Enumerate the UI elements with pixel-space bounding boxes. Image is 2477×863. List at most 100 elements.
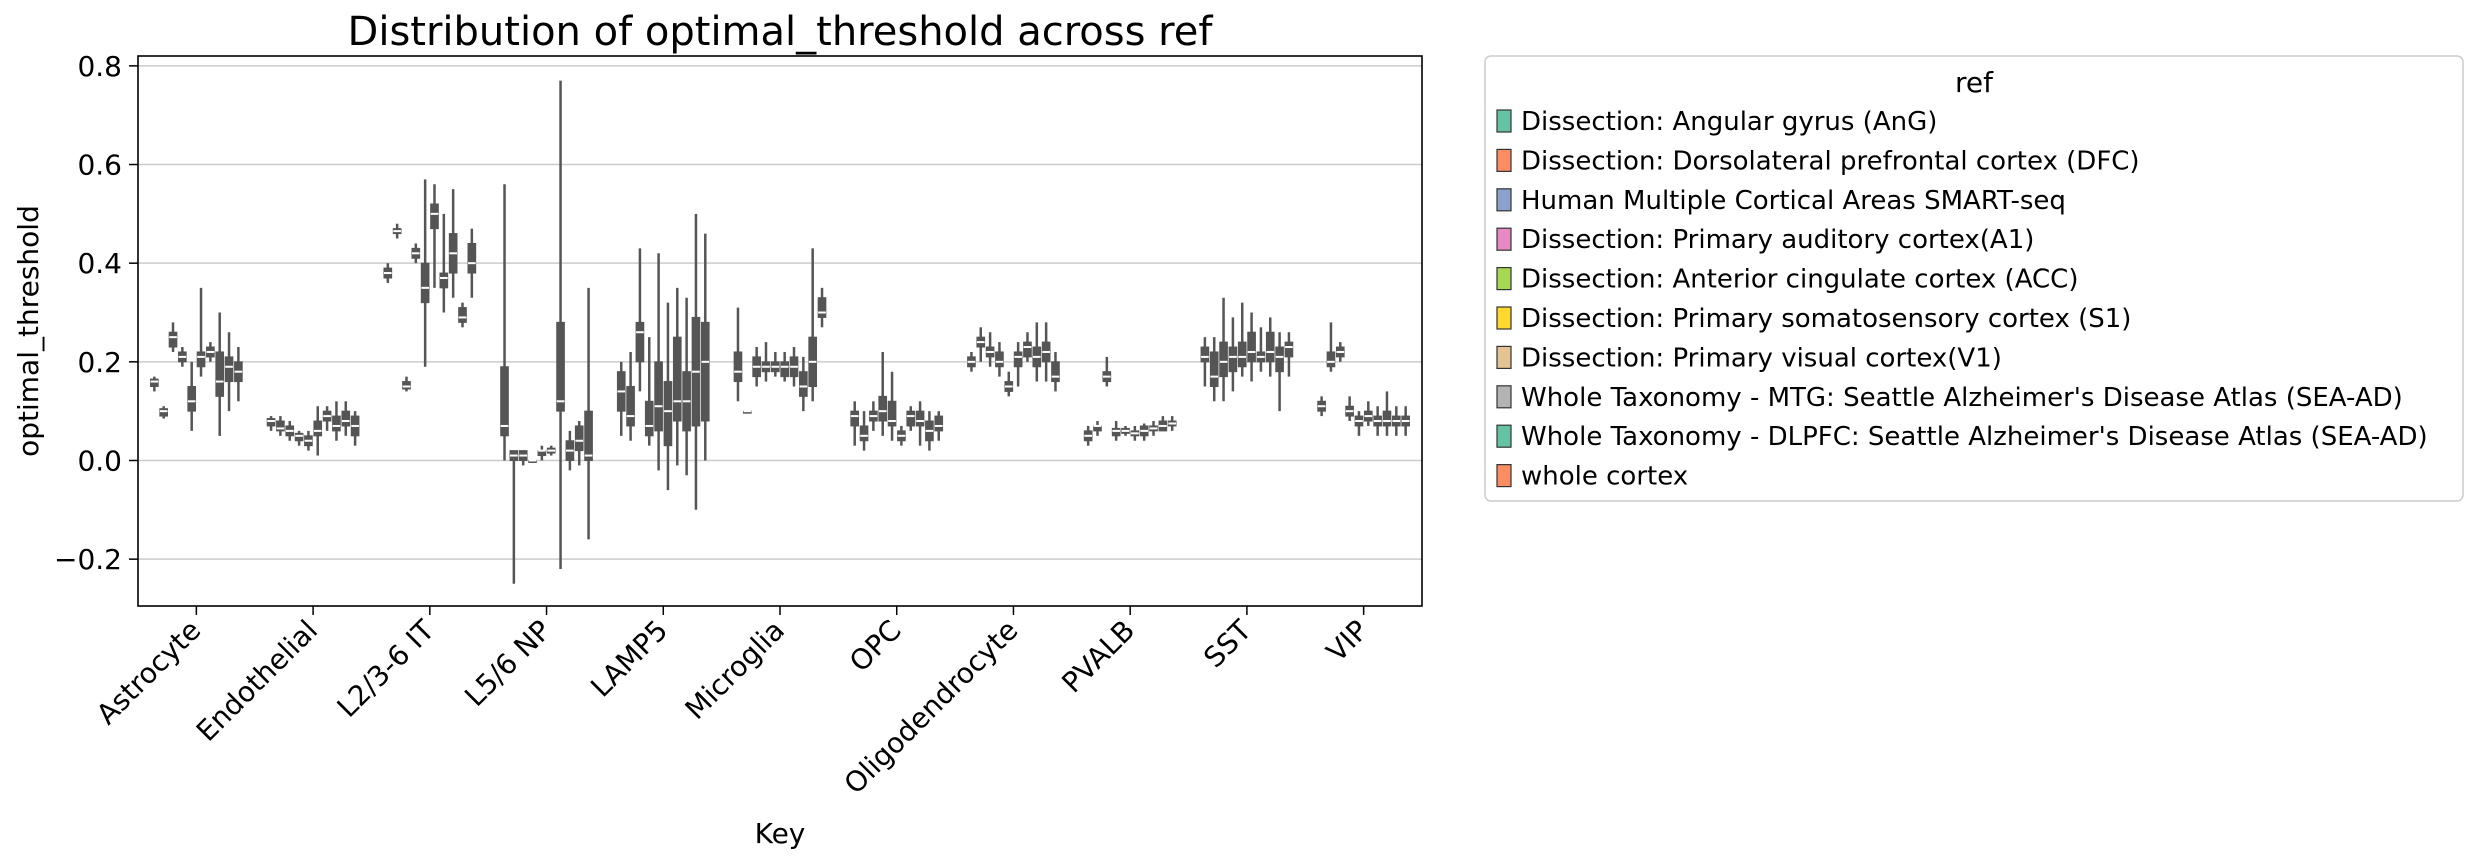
box — [150, 376, 159, 392]
box-body — [420, 262, 430, 304]
x-tick-label: OPC — [843, 614, 908, 679]
legend-swatch — [1496, 385, 1512, 409]
box — [276, 416, 285, 436]
legend-swatch — [1496, 188, 1512, 212]
box-body — [266, 418, 276, 427]
legend-entry-label: whole cortex — [1521, 462, 1688, 492]
y-tick-label: 0.6 — [77, 149, 122, 182]
box — [691, 213, 701, 510]
box — [985, 332, 995, 367]
box — [1373, 406, 1382, 436]
box — [1363, 401, 1373, 426]
box — [332, 401, 341, 441]
box — [411, 243, 421, 264]
box — [392, 223, 402, 239]
box-body — [224, 356, 234, 383]
box — [887, 371, 897, 441]
box — [967, 351, 976, 372]
box — [556, 80, 565, 570]
box-body — [733, 351, 743, 383]
box-body — [700, 321, 710, 422]
plot-frame — [137, 55, 1423, 607]
box-body — [1326, 351, 1336, 368]
box — [574, 421, 584, 466]
box — [168, 322, 178, 352]
box-body — [780, 361, 789, 378]
legend-entry-label: Whole Taxonomy - MTG: Seattle Alzheimer'… — [1521, 383, 2403, 413]
y-tick-label: 0.8 — [77, 50, 122, 83]
box — [817, 287, 827, 328]
box-body — [196, 351, 206, 368]
box — [616, 361, 626, 436]
box-body — [1275, 346, 1284, 373]
box — [915, 401, 925, 446]
box — [1083, 425, 1093, 446]
box-body — [1247, 331, 1256, 363]
box-body — [313, 420, 323, 437]
box — [780, 351, 789, 382]
box — [1102, 356, 1112, 387]
box — [626, 351, 635, 441]
box — [294, 430, 304, 446]
gridlines — [138, 65, 1422, 560]
x-tick-label: L2/3-6 IT — [331, 613, 442, 724]
box — [1130, 425, 1140, 441]
box — [584, 287, 593, 540]
y-axis-label: optimal_threshold — [12, 205, 45, 457]
box — [1326, 322, 1336, 372]
legend-swatch — [1496, 267, 1512, 291]
y-axis: −0.2 0.0 0.2 0.4 0.6 0.8 — [54, 50, 138, 576]
box — [1237, 302, 1247, 377]
box — [1111, 421, 1121, 441]
box-body — [150, 378, 159, 387]
box — [808, 248, 818, 402]
x-tick-label: Endothelial — [190, 614, 324, 748]
box — [1013, 342, 1023, 387]
box — [448, 189, 458, 298]
box-body — [1265, 331, 1275, 363]
box-body — [556, 321, 565, 412]
box — [752, 347, 761, 387]
box-body — [644, 400, 654, 437]
box-body — [995, 351, 1004, 368]
box-body — [859, 425, 869, 442]
box — [1032, 322, 1042, 382]
box — [430, 184, 439, 288]
box — [1354, 411, 1364, 436]
box — [304, 430, 313, 451]
legend-entry-label: Dissection: Dorsolateral prefrontal cort… — [1521, 146, 2140, 176]
box — [1284, 332, 1294, 377]
legend-swatch — [1496, 227, 1512, 251]
box — [1093, 421, 1102, 436]
box — [1265, 317, 1275, 377]
y-tick-label: −0.2 — [54, 543, 122, 576]
box — [546, 445, 556, 456]
box-body — [654, 361, 663, 432]
box — [187, 361, 197, 431]
box-body — [1023, 341, 1032, 358]
box — [850, 401, 860, 446]
box — [1219, 297, 1228, 402]
box — [976, 327, 986, 362]
box-body — [1237, 341, 1247, 368]
box — [1004, 371, 1014, 397]
box — [1149, 421, 1158, 436]
box — [1317, 396, 1326, 417]
box — [439, 213, 449, 313]
legend-entry-label: Whole Taxonomy - DLPFC: Seattle Alzheime… — [1521, 422, 2428, 452]
box — [1200, 337, 1210, 387]
box-body — [817, 297, 827, 318]
box — [742, 410, 752, 414]
y-tick-label: 0.2 — [77, 346, 122, 379]
box — [654, 253, 663, 471]
box-body — [500, 366, 509, 437]
box — [906, 406, 916, 431]
box — [285, 421, 295, 441]
box — [509, 450, 519, 584]
box-body — [626, 385, 635, 427]
box — [528, 459, 537, 463]
box — [537, 445, 547, 461]
box-body — [276, 420, 285, 432]
box — [1247, 312, 1256, 382]
